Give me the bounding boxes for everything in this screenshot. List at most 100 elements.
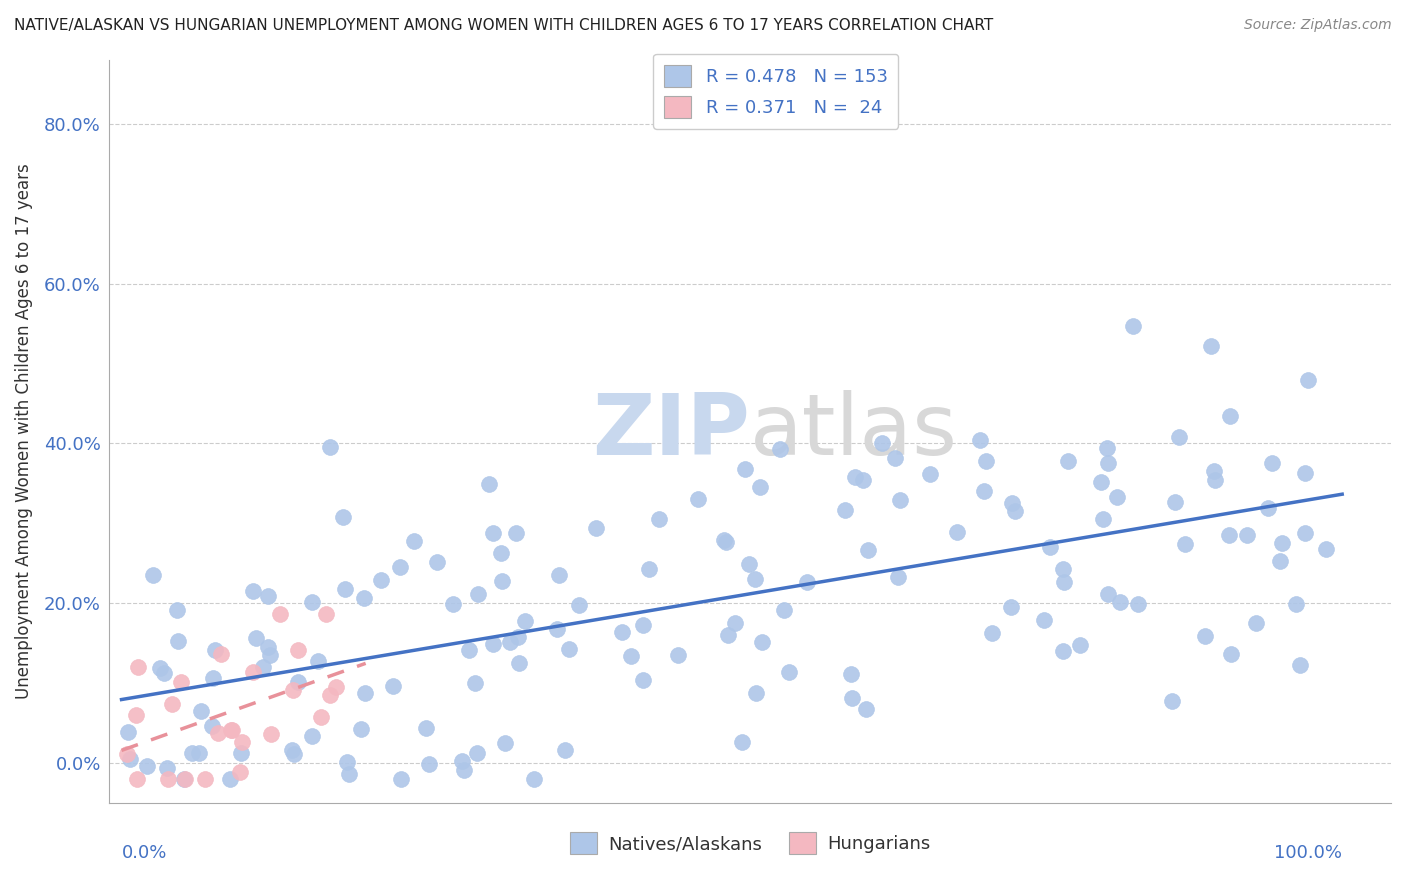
Point [738,557,761,571]
Point [748,480,770,494]
Point [505,525,527,540]
Point [1164,495,1187,509]
Point [307,654,329,668]
Point [1236,528,1258,542]
Point [370,573,392,587]
Point [259,648,281,662]
Point [190,704,212,718]
Point [311,710,333,724]
Point [181,747,204,761]
Point [631,673,654,687]
Point [166,603,188,617]
Point [841,690,863,705]
Point [325,681,347,695]
Point [1053,574,1076,589]
Point [1069,639,1091,653]
Point [620,649,643,664]
Text: atlas: atlas [751,390,957,473]
Point [332,510,354,524]
Point [744,572,766,586]
Point [769,442,792,456]
Point [1219,409,1241,424]
Point [1056,454,1078,468]
Legend: Natives/Alaskans, Hungarians: Natives/Alaskans, Hungarians [562,825,938,862]
Point [714,534,737,549]
Text: 0.0%: 0.0% [121,845,167,863]
Point [637,562,659,576]
Point [464,676,486,690]
Point [1052,562,1074,576]
Point [1204,473,1226,487]
Point [734,462,756,476]
Point [717,628,740,642]
Point [381,679,404,693]
Point [418,757,440,772]
Point [872,435,894,450]
Point [1315,541,1337,556]
Point [1097,587,1119,601]
Point [155,761,177,775]
Point [117,724,139,739]
Text: Source: ZipAtlas.com: Source: ZipAtlas.com [1244,18,1392,32]
Point [221,723,243,738]
Text: NATIVE/ALASKAN VS HUNGARIAN UNEMPLOYMENT AMONG WOMEN WITH CHILDREN AGES 6 TO 17 : NATIVE/ALASKAN VS HUNGARIAN UNEMPLOYMENT… [14,18,993,33]
Point [465,746,488,760]
Point [1271,536,1294,550]
Point [1090,475,1112,489]
Point [229,746,252,760]
Point [1246,616,1268,631]
Point [981,625,1004,640]
Point [353,591,375,605]
Point [287,674,309,689]
Point [242,584,264,599]
Point [135,759,157,773]
Point [301,729,323,743]
Point [974,454,997,468]
Point [1126,597,1149,611]
Point [336,755,359,769]
Point [666,648,689,662]
Point [852,473,875,487]
Point [173,772,195,787]
Point [318,440,340,454]
Point [389,772,412,787]
Point [204,643,226,657]
Point [450,755,472,769]
Point [388,560,411,574]
Point [724,615,747,630]
Point [969,433,991,447]
Point [269,607,291,622]
Point [337,766,360,780]
Point [231,735,253,749]
Point [287,643,309,657]
Point [1202,464,1225,478]
Point [256,590,278,604]
Point [945,524,967,539]
Point [508,631,530,645]
Point [482,637,505,651]
Point [149,661,172,675]
Point [889,493,911,508]
Point [1095,441,1118,455]
Point [194,772,217,787]
Point [1161,694,1184,708]
Point [160,697,183,711]
Point [1001,495,1024,509]
Point [301,595,323,609]
Point [415,721,437,735]
Point [1039,540,1062,554]
Point [350,722,373,736]
Point [973,484,995,499]
Point [1220,648,1243,662]
Point [841,666,863,681]
Point [281,743,304,757]
Point [887,570,910,584]
Point [167,633,190,648]
Point [242,665,264,679]
Point [1097,456,1119,470]
Point [494,736,516,750]
Point [499,634,522,648]
Point [883,451,905,466]
Point [1091,512,1114,526]
Point [508,656,530,670]
